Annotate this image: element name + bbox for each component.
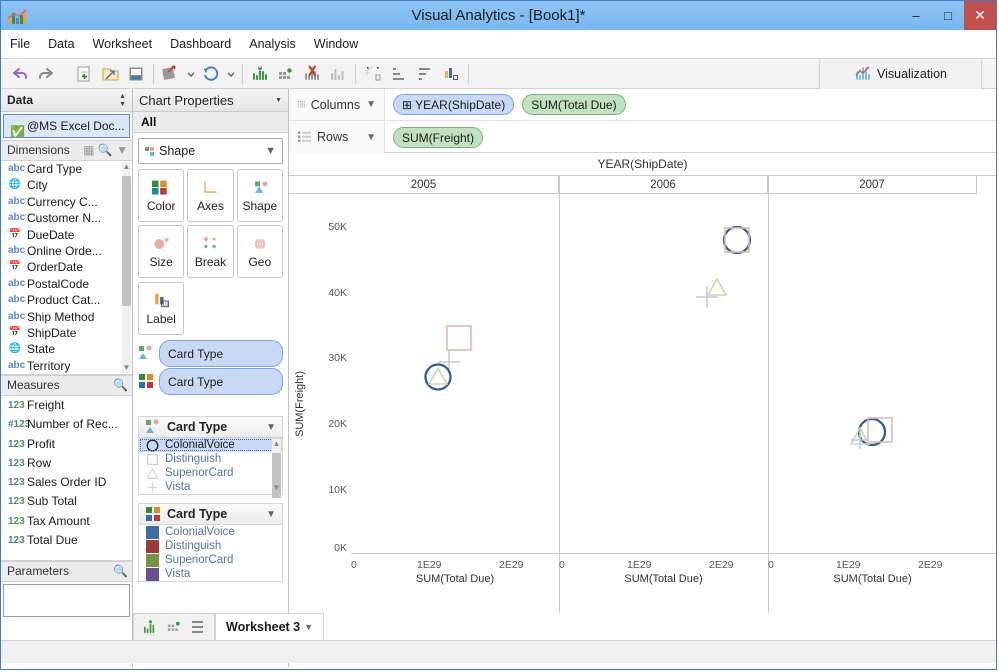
svg-text:LO: LO [163,301,168,306]
